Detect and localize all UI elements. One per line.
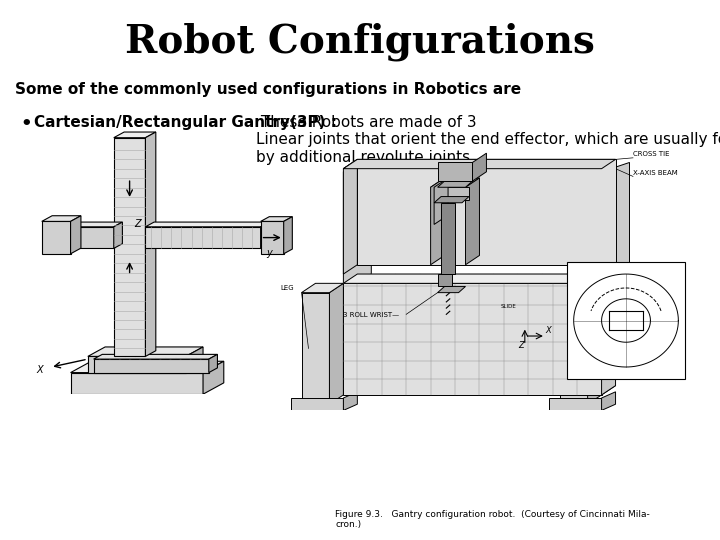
- Polygon shape: [357, 159, 616, 265]
- Text: CROSS TIE: CROSS TIE: [633, 151, 670, 157]
- Polygon shape: [330, 284, 343, 404]
- Polygon shape: [65, 222, 122, 227]
- Polygon shape: [343, 386, 616, 395]
- Polygon shape: [145, 222, 269, 227]
- Polygon shape: [559, 293, 588, 404]
- Polygon shape: [88, 356, 186, 373]
- Polygon shape: [203, 361, 224, 394]
- Polygon shape: [114, 132, 156, 138]
- Polygon shape: [209, 354, 217, 373]
- Polygon shape: [567, 262, 685, 380]
- Polygon shape: [186, 347, 203, 373]
- Text: Z: Z: [518, 341, 523, 350]
- Polygon shape: [145, 132, 156, 356]
- Text: CROSS SLIDE: CROSS SLIDE: [483, 167, 528, 173]
- Polygon shape: [549, 398, 602, 410]
- Polygon shape: [588, 284, 602, 404]
- Text: Figure 9.3.   Gantry configuration robot.  (Courtesy of Cincinnati Mila-
cron.): Figure 9.3. Gantry configuration robot. …: [335, 510, 649, 529]
- Polygon shape: [302, 293, 330, 404]
- Polygon shape: [559, 284, 602, 293]
- Polygon shape: [114, 222, 122, 248]
- Polygon shape: [42, 215, 81, 221]
- Polygon shape: [94, 359, 209, 373]
- Polygon shape: [602, 159, 616, 274]
- Polygon shape: [88, 347, 203, 356]
- Polygon shape: [94, 354, 217, 359]
- Text: y: y: [266, 248, 272, 259]
- Text: Z: Z: [134, 219, 140, 229]
- Polygon shape: [434, 197, 469, 202]
- Polygon shape: [145, 227, 261, 248]
- Text: X-AXIS BEAM: X-AXIS BEAM: [633, 170, 678, 176]
- Text: CARRIAGE: CARRIAGE: [371, 167, 406, 173]
- Text: •: •: [20, 115, 32, 133]
- Polygon shape: [261, 217, 292, 221]
- Polygon shape: [71, 215, 81, 254]
- Polygon shape: [343, 159, 357, 274]
- Polygon shape: [438, 274, 451, 286]
- Polygon shape: [65, 227, 114, 248]
- Polygon shape: [431, 178, 480, 187]
- Polygon shape: [343, 159, 616, 168]
- Text: SLIDE: SLIDE: [500, 304, 516, 309]
- Polygon shape: [71, 373, 203, 394]
- Polygon shape: [438, 286, 466, 293]
- Polygon shape: [261, 222, 269, 248]
- Text: 3 ROLL WRIST—: 3 ROLL WRIST—: [343, 313, 400, 319]
- Polygon shape: [434, 187, 469, 200]
- Text: X: X: [546, 326, 552, 335]
- Polygon shape: [291, 398, 343, 410]
- Polygon shape: [438, 163, 472, 181]
- Polygon shape: [42, 221, 71, 254]
- Text: Robot Configurations: Robot Configurations: [125, 23, 595, 61]
- Polygon shape: [71, 361, 224, 373]
- Polygon shape: [302, 284, 343, 293]
- Polygon shape: [343, 284, 602, 395]
- Polygon shape: [343, 274, 616, 284]
- Polygon shape: [261, 221, 284, 254]
- Polygon shape: [472, 153, 487, 181]
- Polygon shape: [431, 178, 444, 265]
- Polygon shape: [466, 178, 480, 265]
- Polygon shape: [343, 159, 616, 168]
- Polygon shape: [602, 163, 629, 284]
- Polygon shape: [114, 138, 145, 356]
- Text: LEG: LEG: [281, 285, 294, 291]
- Polygon shape: [438, 181, 472, 187]
- Polygon shape: [434, 178, 448, 225]
- Polygon shape: [343, 392, 357, 410]
- Polygon shape: [441, 202, 455, 274]
- Text: Some of the commonly used configurations in Robotics are: Some of the commonly used configurations…: [15, 82, 521, 97]
- Polygon shape: [602, 392, 616, 410]
- Text: X: X: [36, 364, 42, 375]
- Polygon shape: [284, 217, 292, 254]
- Polygon shape: [343, 163, 372, 284]
- Polygon shape: [602, 274, 616, 395]
- Text: Cartesian/Rectangular Gantry(3P) :: Cartesian/Rectangular Gantry(3P) :: [34, 115, 337, 130]
- Text: These Robots are made of 3
Linear joints that orient the end effector, which are: These Robots are made of 3 Linear joints…: [256, 115, 720, 165]
